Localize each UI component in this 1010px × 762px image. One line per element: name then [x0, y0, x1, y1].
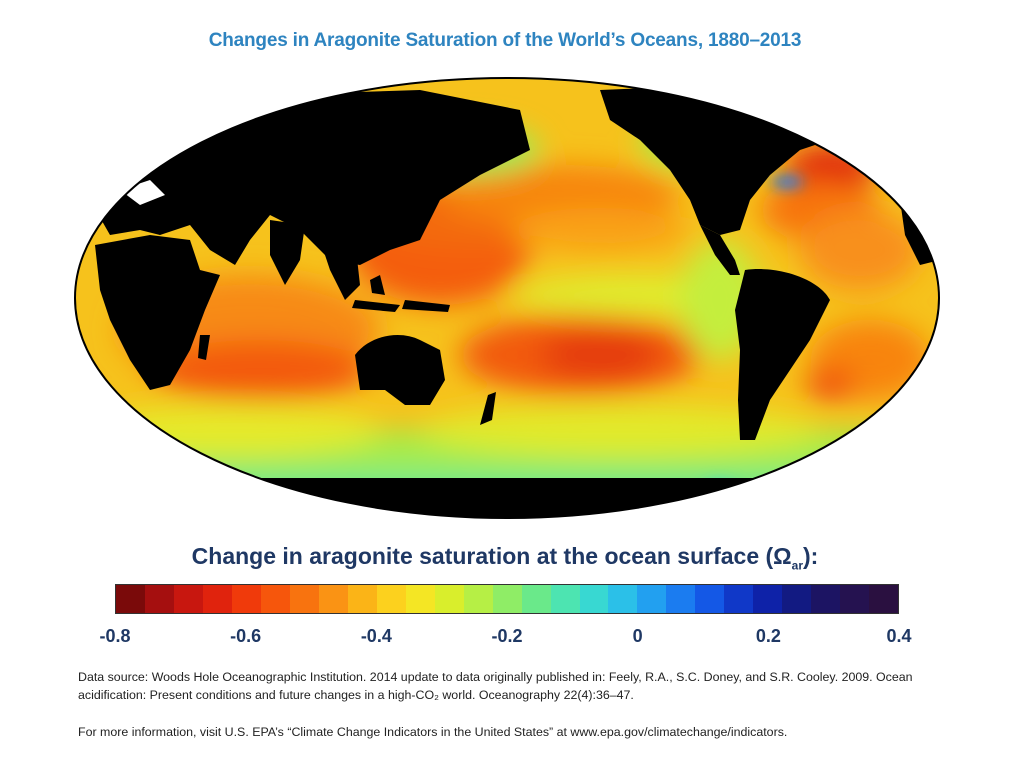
color-scale-tick-label: -0.4 — [360, 626, 392, 646]
color-scale-cell — [637, 585, 667, 613]
chart-title: Changes in Aragonite Saturation of the W… — [208, 30, 802, 51]
color-scale-cell — [202, 585, 232, 613]
color-scale-tick-label: -0.8 — [99, 626, 131, 646]
color-scale-cell — [608, 585, 638, 613]
color-scale-cell — [811, 585, 841, 613]
color-scale-cell — [144, 585, 174, 613]
color-scale-cell — [869, 585, 899, 613]
color-scale-cell — [405, 585, 435, 613]
color-scale-cell — [318, 585, 348, 613]
color-scale-cell — [434, 585, 464, 613]
sea-ice — [120, 92, 725, 205]
color-scale-bar — [115, 584, 899, 614]
color-scale-cell — [753, 585, 783, 613]
color-scale-cell — [579, 585, 609, 613]
color-scale-tick-label: 0.2 — [755, 626, 781, 646]
color-scale-tick-label: -0.6 — [230, 626, 262, 646]
more-info-note: For more information, visit U.S. EPA’s “… — [78, 725, 788, 739]
color-scale-cell — [347, 585, 377, 613]
color-scale-cell — [376, 585, 406, 613]
legend-title: Change in aragonite saturation at the oc… — [191, 543, 819, 573]
color-scale-cell — [260, 585, 290, 613]
data-source-note: Data source: Woods Hole Oceanographic In… — [78, 670, 913, 702]
globe-outline — [74, 77, 940, 519]
color-scale-cell — [289, 585, 319, 613]
color-scale-cell — [173, 585, 203, 613]
color-scale-cell — [116, 585, 145, 613]
color-scale-cell — [840, 585, 870, 613]
color-scale-cell — [550, 585, 580, 613]
color-scale-cell — [463, 585, 493, 613]
color-scale-cell — [666, 585, 696, 613]
world-map — [74, 77, 940, 519]
color-scale-cell — [231, 585, 261, 613]
color-scale-cell — [695, 585, 725, 613]
color-scale-cell — [521, 585, 551, 613]
color-scale-tick-label: -0.2 — [491, 626, 523, 646]
color-scale-cell — [724, 585, 754, 613]
color-scale-cell — [492, 585, 522, 613]
color-scale-tick-label: 0.4 — [886, 626, 912, 646]
color-scale-ticks: -0.8 -0.6 -0.4 -0.2 0 0.2 0.4 — [99, 626, 911, 650]
color-scale-cell — [782, 585, 812, 613]
color-scale-tick-label: 0 — [632, 626, 643, 646]
